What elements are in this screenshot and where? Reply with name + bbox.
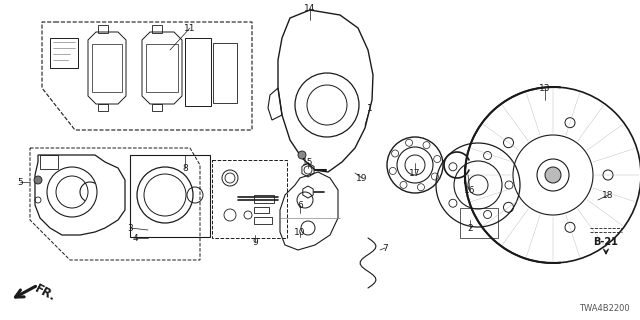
Text: 17: 17 bbox=[409, 169, 420, 178]
Text: 13: 13 bbox=[540, 84, 551, 92]
Circle shape bbox=[545, 167, 561, 183]
Bar bbox=[212, 160, 287, 238]
Text: 16: 16 bbox=[464, 186, 476, 195]
Text: 11: 11 bbox=[184, 23, 196, 33]
Text: FR.: FR. bbox=[32, 282, 58, 304]
Bar bbox=[130, 155, 210, 237]
Text: B-21: B-21 bbox=[593, 237, 618, 247]
Bar bbox=[152, 25, 162, 33]
Bar bbox=[50, 38, 78, 68]
Text: 10: 10 bbox=[294, 228, 306, 236]
Bar bbox=[146, 44, 178, 92]
Bar bbox=[98, 25, 108, 33]
Bar bbox=[254, 195, 274, 203]
Circle shape bbox=[298, 151, 306, 159]
Text: 7: 7 bbox=[382, 244, 388, 252]
Text: 4: 4 bbox=[132, 234, 138, 243]
Text: TWA4B2200: TWA4B2200 bbox=[579, 304, 630, 313]
Text: 18: 18 bbox=[602, 190, 614, 199]
Text: 8: 8 bbox=[182, 164, 188, 172]
Bar bbox=[98, 104, 108, 111]
Circle shape bbox=[34, 176, 42, 184]
Text: 5: 5 bbox=[17, 178, 23, 187]
Bar bbox=[92, 44, 122, 92]
Bar bbox=[152, 104, 162, 111]
Text: 6: 6 bbox=[297, 201, 303, 210]
Text: 14: 14 bbox=[304, 4, 316, 12]
Text: 19: 19 bbox=[356, 173, 368, 182]
Text: 15: 15 bbox=[302, 157, 314, 166]
Text: 2: 2 bbox=[467, 223, 473, 233]
Bar bbox=[213, 43, 237, 103]
Bar bbox=[254, 207, 269, 213]
Text: 1: 1 bbox=[367, 103, 373, 113]
Bar bbox=[460, 208, 498, 238]
Bar bbox=[185, 38, 211, 106]
Bar bbox=[254, 217, 272, 224]
Text: 9: 9 bbox=[252, 237, 258, 246]
Text: 3: 3 bbox=[127, 223, 133, 233]
Bar bbox=[40, 155, 58, 169]
